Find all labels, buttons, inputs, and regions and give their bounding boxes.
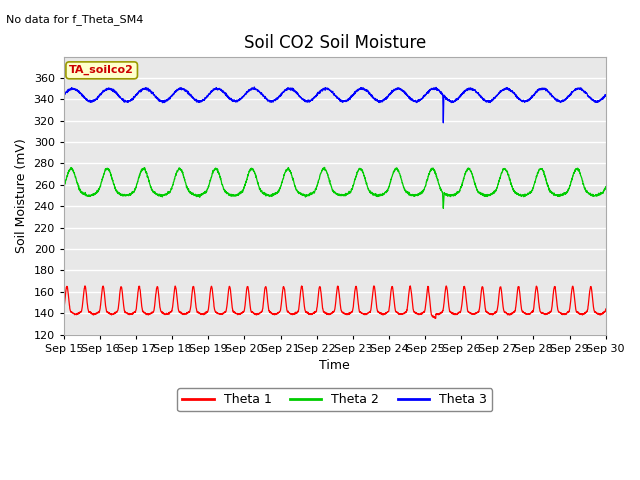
Text: TA_soilco2: TA_soilco2 <box>69 65 134 75</box>
Text: No data for f_Theta_SM4: No data for f_Theta_SM4 <box>6 14 144 25</box>
Y-axis label: Soil Moisture (mV): Soil Moisture (mV) <box>15 138 28 253</box>
X-axis label: Time: Time <box>319 359 350 372</box>
Title: Soil CO2 Soil Moisture: Soil CO2 Soil Moisture <box>244 34 426 52</box>
Legend: Theta 1, Theta 2, Theta 3: Theta 1, Theta 2, Theta 3 <box>177 388 492 411</box>
